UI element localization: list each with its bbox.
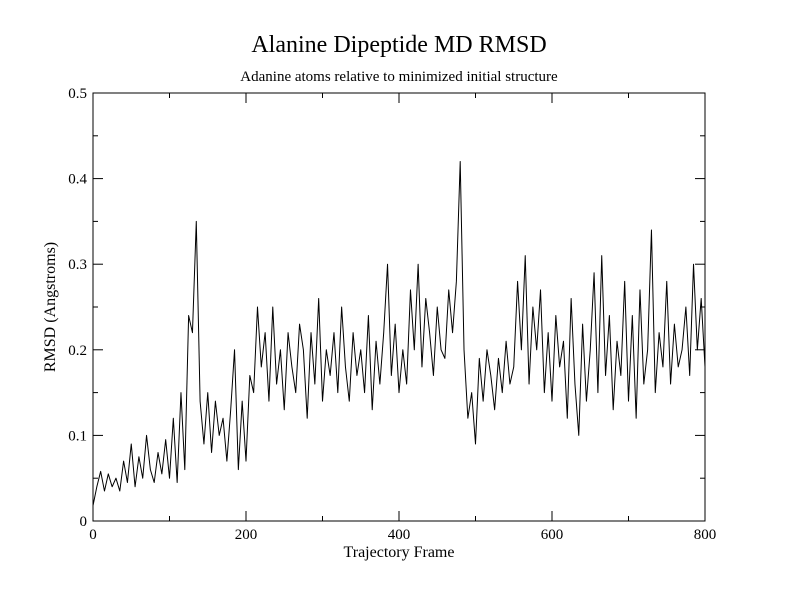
y-tick-label: 0.4	[68, 172, 87, 188]
y-tick-label: 0.2	[68, 343, 87, 359]
y-tick-label: 0.3	[68, 257, 87, 273]
x-tick-label: 800	[694, 527, 717, 543]
data-line	[92, 160, 706, 506]
y-tick-label: 0.5	[68, 86, 87, 102]
x-tick-label: 600	[541, 527, 564, 543]
y-tick-label: 0	[80, 514, 88, 530]
x-tick-label: 0	[89, 527, 97, 543]
chart-title: Alanine Dipeptide MD RMSD	[251, 32, 546, 58]
y-tick-label: 0.1	[68, 428, 87, 444]
x-tick-label: 400	[388, 527, 411, 543]
y-axis-label: RMSD (Angstroms)	[42, 242, 59, 372]
x-axis-label: Trajectory Frame	[344, 544, 455, 561]
x-tick-label: 200	[235, 527, 258, 543]
chart-subtitle: Adanine atoms relative to minimized init…	[240, 69, 558, 85]
